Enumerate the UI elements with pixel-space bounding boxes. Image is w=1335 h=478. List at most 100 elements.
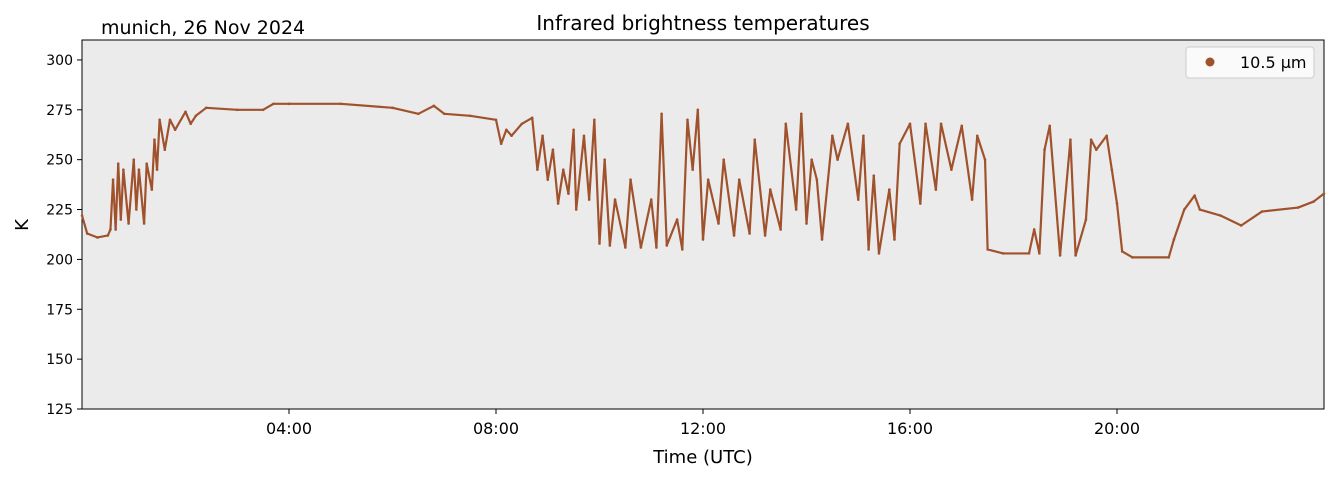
data-point — [1043, 148, 1046, 152]
data-point — [1027, 252, 1031, 255]
data-point — [116, 162, 120, 165]
data-point — [737, 178, 741, 181]
data-point — [567, 192, 570, 195]
data-point — [1069, 138, 1072, 142]
data-point — [768, 188, 772, 191]
data-point — [417, 112, 420, 116]
data-point — [810, 158, 813, 161]
data-point — [168, 118, 172, 122]
data-point — [339, 102, 343, 106]
data-point — [499, 142, 503, 146]
data-point — [1074, 254, 1077, 257]
data-point — [924, 122, 927, 126]
x-tick-label: 12:00 — [680, 419, 726, 438]
data-point — [137, 168, 141, 171]
data-point — [106, 234, 110, 237]
data-point — [805, 222, 808, 225]
data-point — [145, 162, 148, 165]
data-point — [494, 118, 498, 122]
data-point — [655, 246, 658, 249]
data-point — [235, 108, 239, 112]
data-point — [893, 238, 896, 241]
data-point — [587, 198, 591, 201]
data-point — [1058, 254, 1062, 257]
data-point — [1182, 208, 1186, 211]
data-point — [1110, 168, 1114, 171]
data-point — [639, 246, 643, 249]
data-point — [960, 124, 964, 128]
data-point — [114, 228, 117, 231]
data-point — [135, 208, 138, 211]
data-point — [204, 106, 208, 110]
data-point — [1048, 124, 1052, 128]
legend: 10.5 µm — [1185, 46, 1315, 79]
x-tick-label: 16:00 — [887, 419, 933, 438]
data-point — [122, 168, 125, 171]
data-point — [155, 168, 159, 171]
data-point — [1115, 202, 1119, 205]
data-point — [898, 142, 901, 146]
data-point — [950, 168, 953, 171]
data-point — [722, 158, 725, 161]
data-point — [1198, 208, 1202, 211]
data-point — [468, 114, 472, 118]
data-point — [1322, 192, 1326, 195]
data-point — [934, 188, 938, 191]
data-point — [127, 222, 130, 225]
data-point — [1260, 210, 1264, 213]
data-point — [194, 114, 198, 118]
data-point — [1084, 218, 1088, 221]
data-point — [815, 178, 819, 181]
data-point — [1105, 134, 1108, 138]
data-point — [1120, 250, 1124, 253]
data-point — [867, 248, 870, 251]
data-point — [1095, 148, 1098, 152]
legend-marker — [1205, 57, 1215, 67]
data-point — [970, 198, 974, 201]
data-point — [173, 128, 177, 132]
data-point — [1172, 238, 1176, 241]
data-point — [624, 246, 627, 249]
data-point — [593, 118, 596, 122]
data-point — [520, 122, 524, 126]
data-point — [153, 138, 156, 142]
data-point — [919, 202, 922, 205]
data-point — [872, 174, 876, 177]
data-point — [975, 134, 979, 138]
data-point — [541, 134, 544, 138]
data-point — [748, 232, 751, 235]
data-point — [574, 208, 578, 211]
data-point — [696, 108, 700, 112]
data-point — [391, 106, 394, 110]
data-point — [1239, 224, 1243, 227]
data-point — [572, 128, 575, 132]
data-point — [1032, 228, 1036, 231]
y-tick-label: 225 — [46, 203, 73, 219]
data-point — [1219, 214, 1222, 217]
data-point — [862, 134, 865, 138]
legend-label: 10.5 µm — [1240, 53, 1306, 72]
data-point — [158, 118, 161, 122]
x-tick-label: 08:00 — [473, 419, 519, 438]
data-point — [779, 228, 782, 231]
data-point — [1312, 200, 1315, 203]
data-point — [546, 178, 550, 181]
data-point — [686, 118, 689, 122]
data-point — [784, 122, 788, 126]
data-point — [432, 104, 436, 108]
data-point — [706, 178, 710, 181]
data-point — [582, 134, 586, 138]
data-point — [142, 222, 146, 225]
y-tick-label: 150 — [46, 352, 73, 368]
data-point — [794, 208, 798, 211]
data-point — [1193, 194, 1196, 197]
data-point — [660, 112, 663, 116]
data-point — [856, 198, 860, 201]
chart-title: Infrared brightness temperatures — [536, 11, 869, 35]
data-point — [753, 138, 757, 142]
data-point — [986, 248, 989, 251]
data-point — [831, 134, 834, 138]
data-point — [536, 168, 539, 171]
data-point — [820, 238, 824, 241]
